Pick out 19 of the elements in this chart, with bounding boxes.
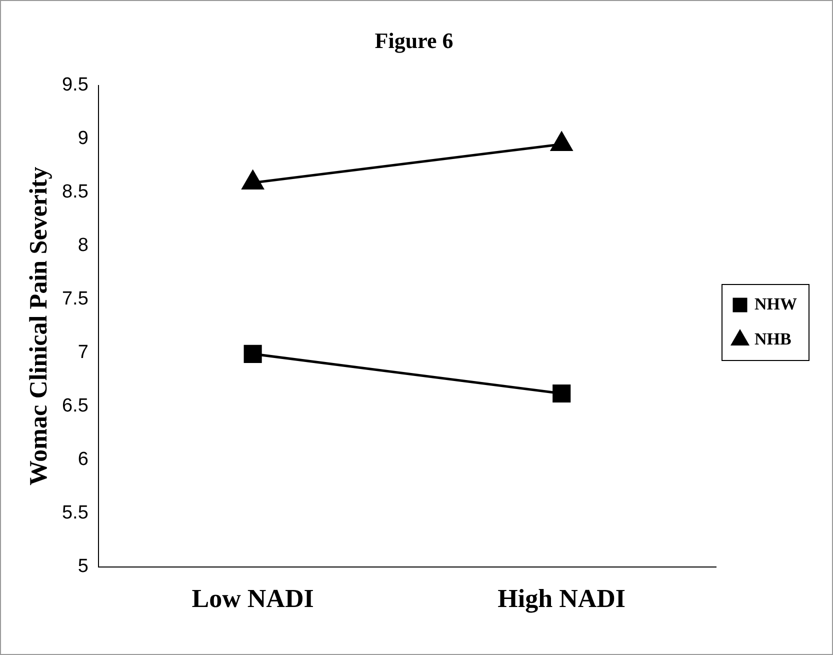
y-tick-label: 5 [78, 556, 88, 578]
x-tick-label: High NADI [498, 584, 626, 614]
y-tick-label: 8.5 [62, 182, 88, 203]
point [244, 344, 262, 363]
y-tick-label: 6.5 [62, 396, 88, 417]
y-tick-label: 6 [78, 449, 88, 470]
y-tick-label: 7 [78, 342, 88, 364]
chart-title: Figure 6 [374, 28, 454, 53]
legend-label: NHW [754, 294, 797, 314]
y-tick-label: 9 [78, 128, 88, 150]
y-tick-label: 5.5 [62, 502, 88, 524]
x-tick-label: Low NADI [192, 584, 314, 614]
y-tick-label: 8 [78, 235, 88, 256]
point [552, 384, 571, 403]
y-tick-label: 7.5 [62, 288, 88, 310]
legend-label: NHB [754, 329, 792, 348]
y-axis-title: Womac Clinical Pain Severity [25, 166, 52, 486]
y-tick-label: 9.5 [62, 74, 88, 96]
point [242, 170, 264, 190]
